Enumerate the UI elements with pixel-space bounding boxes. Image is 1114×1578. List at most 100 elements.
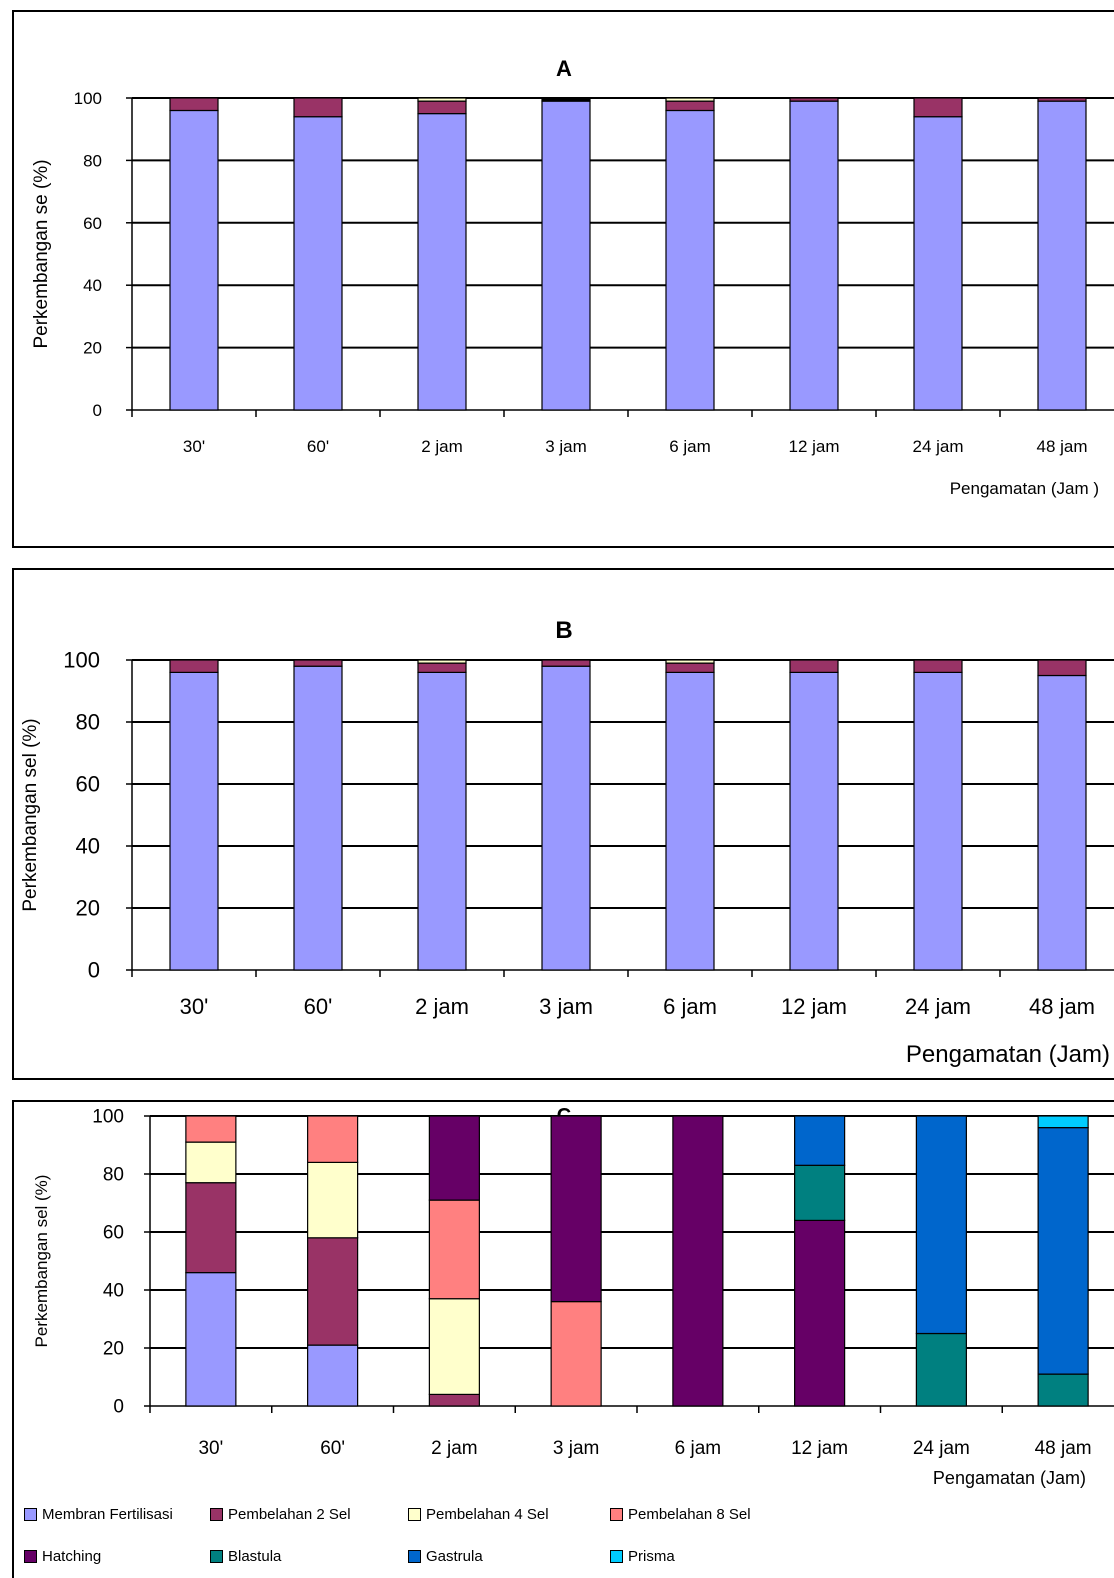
x-tick-label: 30'	[183, 437, 205, 456]
bar-segment	[913, 671, 963, 971]
bar-segment	[665, 109, 715, 411]
x-tick-label: 12 jam	[788, 437, 839, 456]
legend-label: Hatching	[42, 1548, 102, 1565]
x-tick-label: 60'	[320, 1438, 345, 1459]
bar-segment	[169, 97, 219, 112]
bar-segment	[417, 112, 467, 411]
x-tick-label: 6 jam	[675, 1438, 721, 1459]
bar-segment	[1037, 1127, 1089, 1375]
legend-item: Membran Fertilisasi	[24, 1506, 173, 1523]
x-tick-label: 48 jam	[1029, 994, 1095, 1019]
legend-swatch	[24, 1550, 37, 1563]
bar-segment	[185, 1115, 237, 1143]
bar-segment	[428, 1393, 480, 1407]
bar-segment	[665, 659, 715, 664]
bar-segment	[293, 659, 343, 667]
bar-segment	[789, 97, 839, 102]
y-tick-label: 20	[83, 339, 102, 358]
y-tick-label: 60	[76, 772, 100, 797]
bar-segment	[417, 659, 467, 664]
legend-swatch	[610, 1508, 623, 1521]
bar-segment	[1037, 659, 1087, 677]
bar-segment	[1037, 1115, 1089, 1129]
bar-segment	[794, 1164, 846, 1221]
bar-segment	[417, 662, 467, 673]
bar-segment	[307, 1237, 359, 1346]
y-tick-label: 80	[76, 710, 100, 735]
bar-segment	[541, 665, 591, 971]
bar-segment	[185, 1182, 237, 1274]
bar-segment	[1037, 1373, 1089, 1407]
legend-item: Hatching	[24, 1548, 101, 1565]
bar-segment	[1037, 97, 1087, 102]
chart-panel-a: A 0 20 40 60 80 100 30' 60' 2 jam 3 jam 6 jam 12 jam…	[12, 10, 1114, 548]
y-tick-label: 40	[103, 1281, 124, 1302]
bar-segment	[169, 671, 219, 971]
bar-segment	[1037, 100, 1087, 411]
y-tick-label: 40	[76, 834, 100, 859]
y-tick-label: 0	[88, 958, 100, 983]
x-tick-label: 24 jam	[905, 994, 971, 1019]
legend-item: Pembelahan 8 Sel	[610, 1506, 751, 1523]
bar-segment	[293, 665, 343, 971]
bar-segment	[789, 659, 839, 673]
x-axis-label: Pengamatan (Jam)	[906, 1041, 1110, 1068]
y-axis-label: Perkembangan sel (%)	[20, 718, 41, 911]
bar-segment	[915, 1332, 967, 1407]
bar-segment	[794, 1219, 846, 1407]
bar-segment	[1037, 674, 1087, 971]
legend-label: Membran Fertilisasi	[42, 1506, 173, 1523]
bar-segment	[541, 659, 591, 667]
bar-segment	[915, 1115, 967, 1335]
legend-item: Gastrula	[408, 1548, 483, 1565]
legend-label: Pembelahan 2 Sel	[228, 1506, 351, 1523]
bar-segment	[417, 97, 467, 102]
y-tick-label: 20	[103, 1339, 124, 1360]
legend-item: Blastula	[210, 1548, 281, 1565]
legend-label: Pembelahan 8 Sel	[628, 1506, 751, 1523]
bar-segment	[541, 100, 591, 411]
legend-item: Pembelahan 4 Sel	[408, 1506, 549, 1523]
legend-swatch	[610, 1550, 623, 1563]
legend-label: Pembelahan 4 Sel	[426, 1506, 549, 1523]
y-tick-label: 40	[83, 276, 102, 295]
bar-segment	[913, 116, 963, 411]
y-tick-label: 100	[63, 648, 100, 673]
y-tick-label: 100	[74, 89, 102, 108]
chart-b-title: B	[555, 617, 572, 644]
bar-segment	[789, 671, 839, 971]
bar-segment	[307, 1344, 359, 1407]
y-tick-label: 80	[103, 1165, 124, 1186]
bar-segment	[428, 1298, 480, 1395]
legend-swatch	[408, 1550, 421, 1563]
y-axis-label: Perkembangan se (%)	[31, 159, 52, 348]
bar-segment	[665, 97, 715, 102]
bar-segment	[169, 109, 219, 411]
x-tick-label: 6 jam	[663, 994, 717, 1019]
x-tick-label: 6 jam	[669, 437, 711, 456]
y-tick-label: 100	[92, 1107, 124, 1128]
x-tick-label: 3 jam	[545, 437, 587, 456]
bar-segment	[307, 1115, 359, 1164]
x-tick-label: 12 jam	[781, 994, 847, 1019]
legend-label: Gastrula	[426, 1548, 483, 1565]
bar-segment	[665, 662, 715, 673]
x-tick-label: 2 jam	[415, 994, 469, 1019]
x-tick-label: 60'	[307, 437, 329, 456]
bar-segment	[185, 1272, 237, 1407]
x-tick-label: 2 jam	[421, 437, 463, 456]
x-tick-label: 3 jam	[539, 994, 593, 1019]
x-tick-label: 12 jam	[791, 1438, 848, 1459]
x-axis-label: Pengamatan (Jam )	[950, 479, 1099, 498]
bar-segment	[428, 1199, 480, 1300]
chart-a-svg: A 0 20 40 60 80 100 30' 60' 2 jam 3 jam 6 jam 12 jam…	[31, 56, 1114, 498]
legend-label: Prisma	[628, 1548, 675, 1565]
x-tick-label: 3 jam	[553, 1438, 599, 1459]
legend-item: Prisma	[610, 1548, 675, 1565]
legend-swatch	[210, 1508, 223, 1521]
bar-segment	[417, 100, 467, 115]
y-tick-label: 60	[83, 214, 102, 233]
bar-segment	[307, 1161, 359, 1239]
